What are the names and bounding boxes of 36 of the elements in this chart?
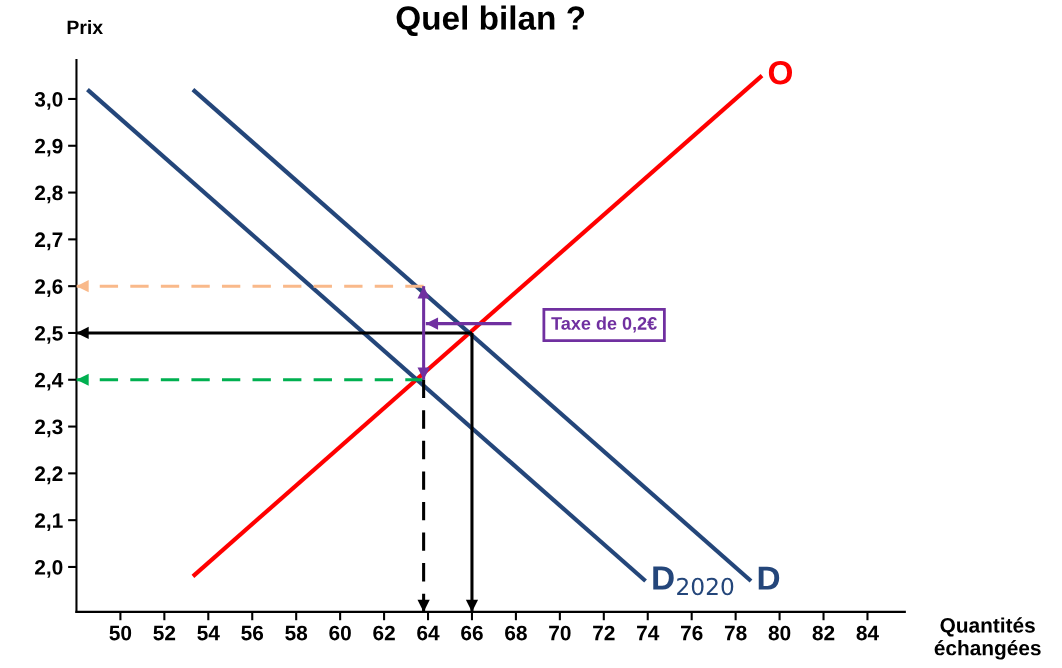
y-tick-label: 2,5 xyxy=(35,325,63,344)
y-tick-label: 2,2 xyxy=(35,466,63,485)
x-tick-label: 72 xyxy=(593,625,615,641)
series-label: D$_{2020}$ xyxy=(653,566,734,596)
x-tick-label: 54 xyxy=(197,625,220,641)
x-tick-label: 76 xyxy=(681,625,703,641)
y-tick-label: 2,1 xyxy=(35,513,63,531)
x-tick-label: 58 xyxy=(285,625,308,641)
x-tick-label: 64 xyxy=(417,625,440,641)
x-tick-label: 62 xyxy=(373,625,395,641)
y-tick-label: 2,7 xyxy=(35,232,63,251)
x-tick-label: 66 xyxy=(461,625,483,641)
x-tick-label: 84 xyxy=(856,625,879,641)
x-tick-label: 70 xyxy=(549,625,571,641)
y-tick-label: 2,0 xyxy=(35,559,63,578)
y-tick-label: 2,4 xyxy=(35,372,64,391)
annotation: Taxe de 0,2€ xyxy=(551,316,657,333)
x-tick-label: 52 xyxy=(153,625,176,641)
y-tick-label: 2,6 xyxy=(35,279,63,297)
x-tick-label: 68 xyxy=(505,625,527,641)
x-tick-label: 56 xyxy=(241,625,264,641)
x-axis-title: Quantités échangées xyxy=(934,617,1041,660)
x-tick-label: 74 xyxy=(637,625,660,641)
chart-title: Quel bilan ? xyxy=(396,5,585,37)
y-tick-label: 2,3 xyxy=(35,419,63,438)
y-tick-label: 2,9 xyxy=(35,138,63,157)
y-axis-title: Prix xyxy=(67,19,103,35)
series-label: D xyxy=(758,566,780,590)
y-tick-label: 3,0 xyxy=(34,91,63,110)
x-tick-label: 82 xyxy=(812,625,835,641)
x-tick-label: 50 xyxy=(109,625,132,641)
y-tick-label: 2,8 xyxy=(35,185,63,204)
series-label: O xyxy=(768,60,793,85)
x-tick-label: 60 xyxy=(329,625,351,641)
x-tick-label: 78 xyxy=(724,625,747,641)
x-tick-label: 80 xyxy=(768,625,791,641)
